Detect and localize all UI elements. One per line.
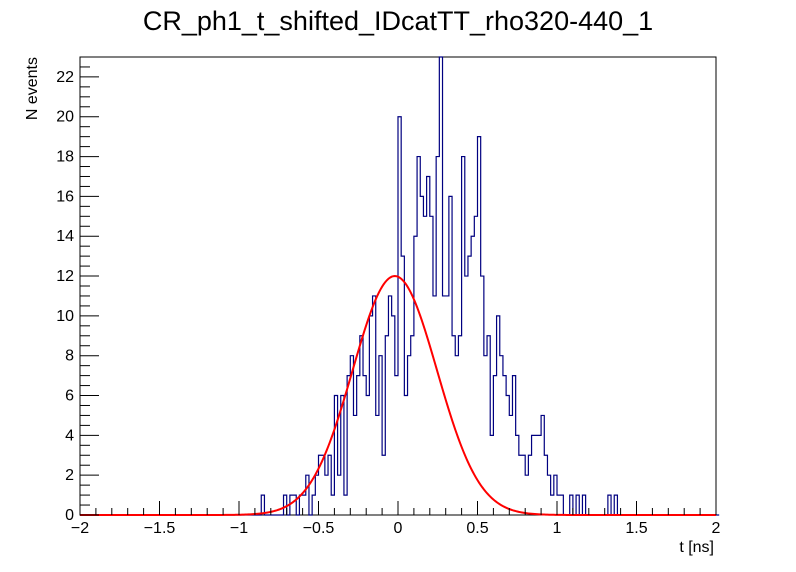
y-axis: 0 2 4 6 8 10 12 14 16 18 20 22 — [56, 56, 99, 524]
x-tick-label: −1 — [230, 520, 248, 537]
x-tick-label: −1.5 — [144, 520, 176, 537]
y-tick-label: 20 — [56, 109, 74, 126]
x-tick-label: 1 — [553, 520, 562, 537]
x-axis-label: t [ns] — [679, 539, 714, 556]
y-tick-label: 0 — [65, 507, 74, 524]
y-tick-label: 22 — [56, 69, 74, 86]
y-tick-label: 4 — [65, 427, 74, 444]
y-tick-label: 12 — [56, 268, 74, 285]
y-tick-label: 14 — [56, 228, 74, 245]
histogram-series — [80, 56, 720, 516]
y-tick-label: 2 — [65, 467, 74, 484]
x-tick-label: 2 — [712, 520, 721, 537]
plot-area — [79, 56, 720, 516]
y-tick-label: 18 — [56, 149, 74, 166]
x-tick-label: 1.5 — [625, 520, 647, 537]
x-tick-label: 0.5 — [466, 520, 488, 537]
chart-title: CR_ph1_t_shifted_IDcatTT_rho320-440_1 — [143, 6, 653, 36]
x-tick-label: −0.5 — [303, 520, 335, 537]
y-tick-label: 10 — [56, 308, 74, 325]
x-tick-label: −2 — [71, 520, 89, 537]
x-axis: −2 −1.5 −1 −0.5 0 0.5 1 1.5 2 — [71, 501, 721, 537]
fit-curve — [80, 275, 716, 516]
y-tick-label: 8 — [65, 348, 74, 365]
y-axis-label: N events — [24, 57, 41, 120]
x-tick-label: 0 — [394, 520, 403, 537]
y-tick-label: 16 — [56, 188, 74, 205]
y-tick-label: 6 — [65, 388, 74, 405]
